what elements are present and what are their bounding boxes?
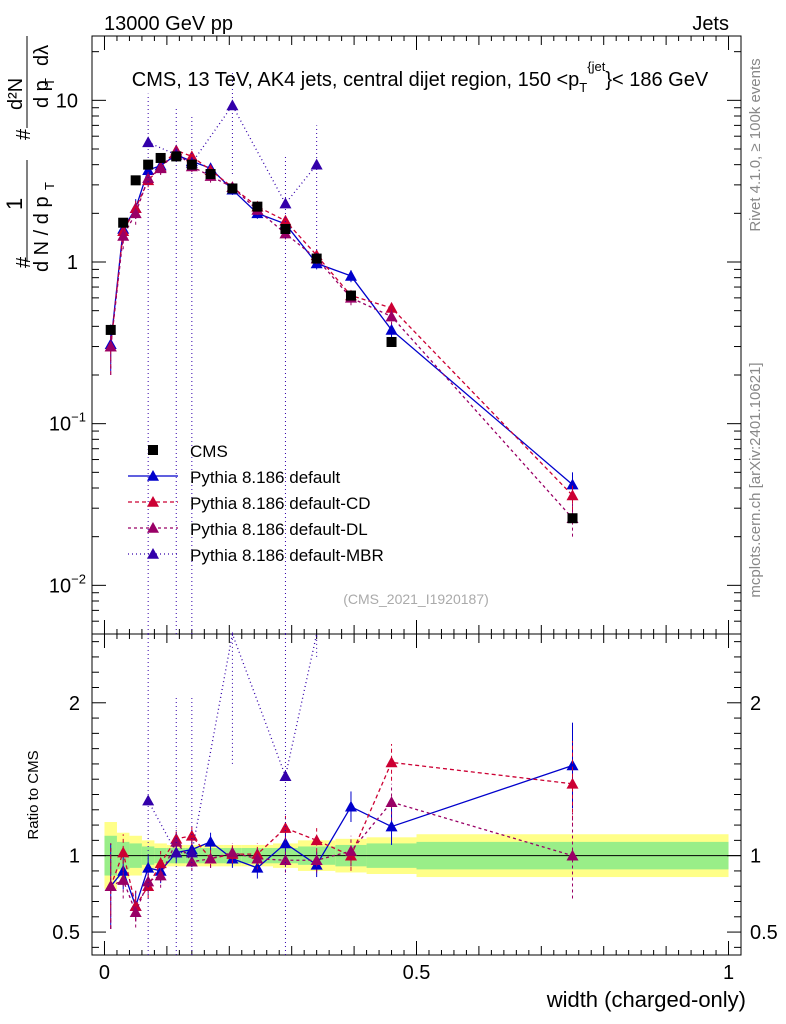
ratio-point [385,796,398,807]
ratio-line [147,631,318,854]
x-tick-label: 0.5 [403,962,431,984]
ratio-y-tick-label: 0.5 [52,922,80,944]
ratio-line [110,801,573,914]
data-point [226,99,239,111]
main-y-axis-label: # 1 d N / d p T # d²N d p T dλ [2,36,57,272]
cms-point [252,201,263,212]
series-2-main [104,144,579,511]
cms-point [227,183,238,194]
legend-label: Pythia 8.186 default-MBR [190,546,384,565]
ratio-point [566,777,579,789]
cms-point [311,253,322,264]
legend-label: Pythia 8.186 default-CD [190,494,371,513]
x-axis-label: width (charged-only) [546,987,746,1012]
ratio-point [566,759,579,771]
cms-point [386,337,397,348]
ratio-point [385,756,398,768]
main-plot-frame [91,35,742,635]
cms-point [171,151,182,162]
mcplots-label: mcplots.cern.ch [arXiv:2401.10621] [747,362,764,597]
svg-text:#: # [13,256,35,268]
x-tick-label: 0 [99,962,110,984]
cms-point [345,290,356,301]
series-3-ratio [104,783,579,930]
data-point [117,229,130,241]
y-tick-label: 1 [67,252,78,274]
cms-point [130,175,141,186]
ratio-line [110,761,573,908]
ratio-point [142,875,155,887]
ratio-y-tick-label-right: 0.5 [750,922,778,944]
series-4-ratio [142,631,318,955]
rivet-version-label: Rivet 4.1.0, ≥ 100k events [747,58,764,231]
ratio-point [142,794,155,806]
chart-title: CMS, 13 TeV, AK4 jets, central dijet reg… [132,59,709,95]
ratio-point [310,834,323,846]
cms-data-points [105,151,578,524]
y-tick-label: 10−1 [49,410,86,436]
ratio-y-tick-label-right: 1 [750,846,761,868]
cms-point [155,152,166,163]
svg-text:#: # [13,128,35,140]
ratio-plot-frame [91,633,742,956]
y-tick-label: 10 [56,90,78,112]
svg-text:dλ: dλ [31,45,53,66]
data-point [129,207,142,219]
energy-label: 13000 GeV pp [104,13,233,35]
legend-marker [147,470,159,481]
svg-text:d N / d p: d N / d p [31,196,53,272]
svg-text:T: T [42,182,57,190]
svg-text:d²N: d²N [5,78,27,110]
legend-marker [147,496,159,507]
ratio-y-axis-label: Ratio to CMS [25,750,42,839]
data-point [566,489,579,501]
cms-point [143,159,154,170]
ratio-y-tick-label: 1 [69,846,80,868]
ratio-y-tick-label-right: 2 [750,693,761,715]
category-label: Jets [692,13,729,35]
svg-text:T: T [42,78,57,86]
data-point [310,158,323,170]
ratio-line [110,764,573,909]
series-line [110,154,573,486]
cms-point [280,224,291,235]
svg-text:d p: d p [31,80,53,108]
cms-point [205,169,216,180]
cms-point [186,159,197,170]
ratio-point [170,846,183,858]
ratio-y-tick-label: 2 [69,693,80,715]
legend-marker [147,522,159,533]
cms-point [118,217,129,228]
data-point [142,136,155,148]
analysis-watermark: (CMS_2021_I1920187) [343,591,489,607]
svg-text:1: 1 [2,198,27,210]
legend-marker [147,548,159,559]
legend-cms-label: CMS [190,442,228,461]
legend-cms-marker [148,445,158,455]
legend-label: Pythia 8.186 default [190,468,341,487]
data-point [279,197,292,209]
cms-point [105,324,116,335]
ratio-series-layer [104,631,579,955]
legend: CMS Pythia 8.186 default Pythia 8.186 defa… [128,442,384,565]
series-line [110,150,573,519]
y-tick-label: 10−2 [49,571,86,597]
series-line [110,149,573,496]
legend-label: Pythia 8.186 default-DL [190,520,368,539]
ratio-point [185,846,198,858]
cms-point [567,513,578,524]
x-tick-label: 1 [723,962,734,984]
